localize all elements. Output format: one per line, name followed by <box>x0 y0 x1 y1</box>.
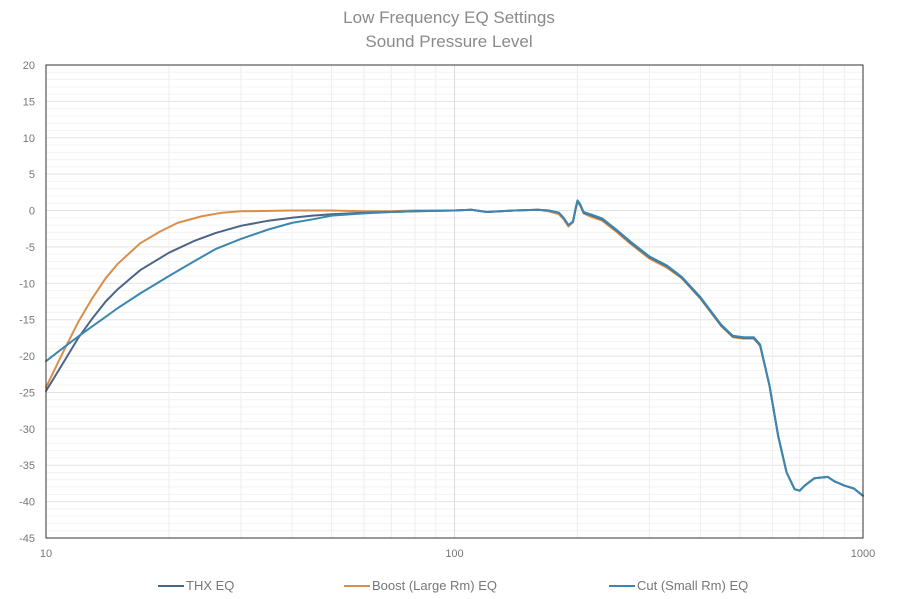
legend-label: Boost (Large Rm) EQ <box>372 578 497 593</box>
legend-item: THX EQ <box>158 578 234 593</box>
chart-grid <box>45 64 864 539</box>
y-tick-label: -10 <box>19 278 35 290</box>
x-axis-labels: 10 100 1000 <box>40 548 875 560</box>
y-tick-label: 5 <box>29 169 35 181</box>
y-tick-label: 20 <box>23 60 35 72</box>
y-tick-label: -15 <box>19 315 35 327</box>
y-tick-label: -40 <box>19 497 35 509</box>
legend-swatch <box>158 584 184 587</box>
series-line-2 <box>45 199 864 497</box>
y-tick-label: -20 <box>19 351 35 363</box>
chart-title: Low Frequency EQ Settings <box>343 8 555 27</box>
chart-subtitle: Sound Pressure Level <box>365 32 533 51</box>
series-lines <box>45 199 864 497</box>
y-tick-label: 0 <box>29 206 35 218</box>
y-tick-label: 10 <box>23 133 35 145</box>
y-tick-label: -35 <box>19 460 35 472</box>
x-tick-label: 10 <box>40 548 52 560</box>
legend-label: THX EQ <box>186 578 235 593</box>
legend: THX EQ Boost (Large Rm) EQ Cut (Small Rm) … <box>0 578 898 598</box>
x-tick-label: 100 <box>445 548 463 560</box>
y-tick-label: -45 <box>19 533 35 545</box>
y-tick-label: -30 <box>19 424 35 436</box>
legend-swatch <box>344 584 370 587</box>
y-axis-labels: 20 15 10 5 0 -5 -10 -15 -20 -25 -30 -35 -40 -45 <box>19 60 35 545</box>
x-tick-label: 1000 <box>851 548 875 560</box>
legend-item: Cut (Small Rm) EQ <box>609 578 748 593</box>
legend-label: Cut (Small Rm) EQ <box>637 578 749 593</box>
legend-swatch <box>609 584 635 587</box>
plot-frame <box>45 64 864 539</box>
legend-item: Boost (Large Rm) EQ <box>344 578 497 593</box>
y-tick-label: -5 <box>25 242 35 254</box>
y-tick-label: 15 <box>23 96 35 108</box>
y-tick-label: -25 <box>19 387 35 399</box>
